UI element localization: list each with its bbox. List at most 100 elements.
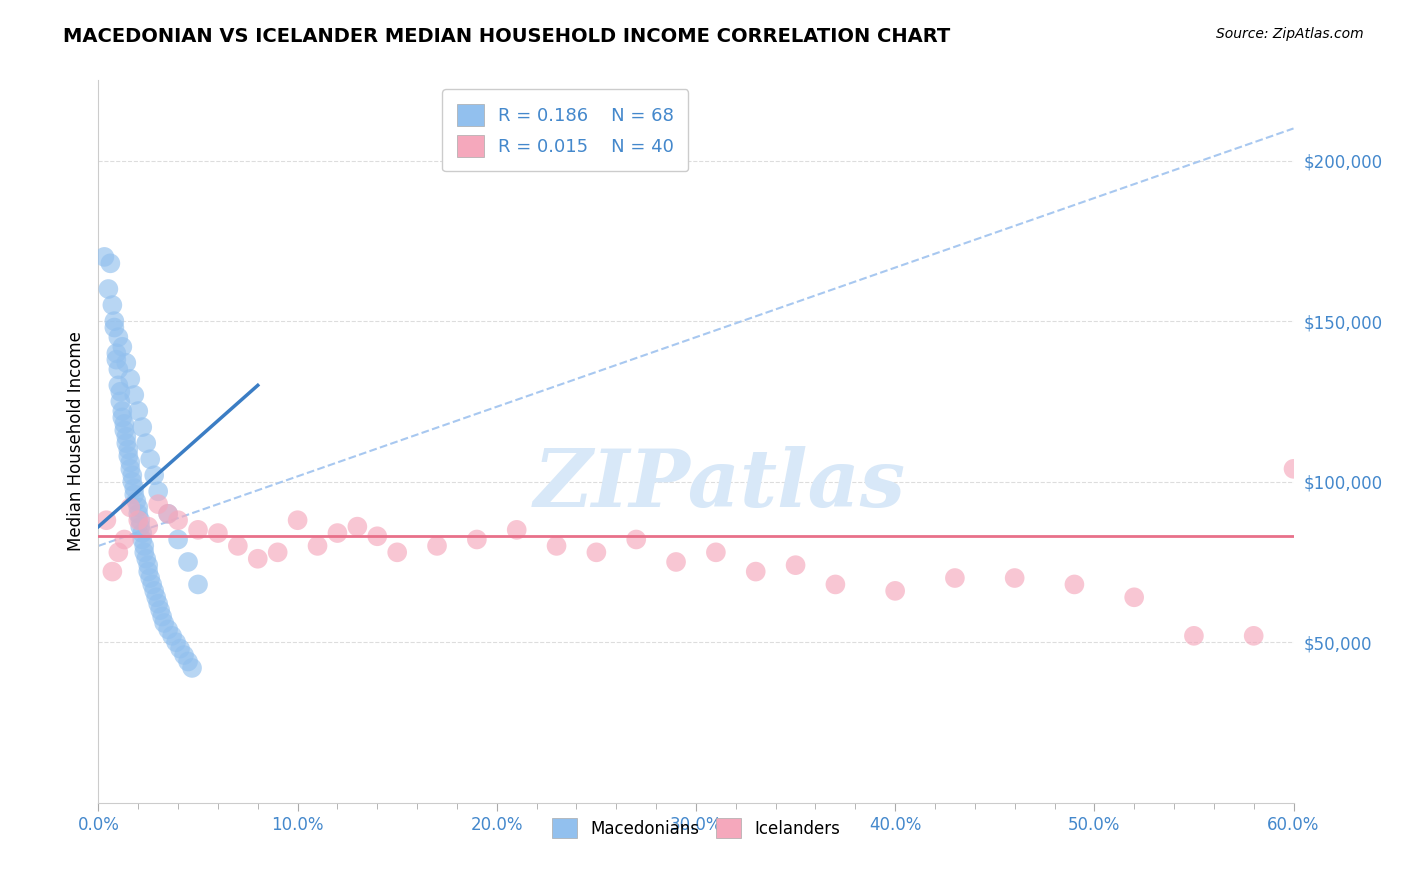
Point	[136, 565, 159, 579]
Point	[153, 615, 176, 630]
Point	[107, 362, 129, 376]
Point	[585, 545, 607, 559]
Point	[824, 577, 846, 591]
Point	[120, 500, 142, 515]
Text: MACEDONIAN VS ICELANDER MEDIAN HOUSEHOLD INCOME CORRELATION CHART: MACEDONIAN VS ICELANDER MEDIAN HOUSEHOLD…	[63, 27, 950, 45]
Point	[115, 430, 138, 444]
Text: ZIPatlas: ZIPatlas	[534, 446, 905, 524]
Point	[626, 533, 648, 547]
Point	[173, 648, 195, 662]
Point	[103, 314, 125, 328]
Point	[167, 533, 190, 547]
Point	[110, 394, 132, 409]
Point	[111, 410, 134, 425]
Point	[157, 507, 180, 521]
Point	[785, 558, 807, 573]
Point	[943, 571, 966, 585]
Y-axis label: Median Household Income: Median Household Income	[66, 332, 84, 551]
Point	[160, 629, 183, 643]
Point	[167, 513, 190, 527]
Point	[148, 597, 170, 611]
Point	[129, 513, 152, 527]
Point	[101, 298, 124, 312]
Point	[207, 526, 229, 541]
Point	[97, 282, 120, 296]
Point	[93, 250, 115, 264]
Point	[120, 372, 142, 386]
Point	[157, 623, 180, 637]
Point	[115, 436, 138, 450]
Point	[1123, 591, 1146, 605]
Point	[506, 523, 529, 537]
Point	[307, 539, 329, 553]
Point	[112, 417, 135, 431]
Point	[115, 356, 138, 370]
Point	[107, 545, 129, 559]
Point	[107, 378, 129, 392]
Point	[129, 519, 152, 533]
Point	[120, 462, 142, 476]
Point	[165, 635, 187, 649]
Point	[157, 507, 180, 521]
Point	[96, 513, 118, 527]
Point	[143, 468, 166, 483]
Point	[745, 565, 768, 579]
Point	[884, 583, 907, 598]
Point	[101, 565, 124, 579]
Point	[131, 526, 153, 541]
Text: Source: ZipAtlas.com: Source: ZipAtlas.com	[1216, 27, 1364, 41]
Point	[346, 519, 368, 533]
Point	[385, 545, 409, 559]
Point	[187, 577, 209, 591]
Point	[1243, 629, 1265, 643]
Point	[287, 513, 309, 527]
Point	[141, 577, 163, 591]
Point	[136, 519, 159, 533]
Point	[112, 423, 135, 437]
Point	[1063, 577, 1085, 591]
Point	[121, 475, 143, 489]
Point	[127, 500, 149, 515]
Point	[246, 551, 269, 566]
Point	[150, 609, 173, 624]
Point	[181, 661, 204, 675]
Point	[187, 523, 209, 537]
Point	[1004, 571, 1026, 585]
Point	[148, 497, 170, 511]
Point	[177, 655, 200, 669]
Point	[149, 603, 172, 617]
Point	[124, 481, 146, 495]
Point	[1182, 629, 1205, 643]
Point	[127, 404, 149, 418]
Point	[124, 388, 146, 402]
Point	[110, 384, 132, 399]
Point	[704, 545, 727, 559]
Point	[136, 558, 159, 573]
Point	[107, 330, 129, 344]
Point	[105, 352, 128, 367]
Point	[267, 545, 290, 559]
Point	[326, 526, 349, 541]
Point	[143, 583, 166, 598]
Point	[135, 551, 157, 566]
Point	[127, 507, 149, 521]
Legend: Macedonians, Icelanders: Macedonians, Icelanders	[546, 812, 846, 845]
Point	[148, 484, 170, 499]
Point	[139, 452, 162, 467]
Point	[124, 487, 146, 501]
Point	[120, 455, 142, 469]
Point	[131, 533, 153, 547]
Point	[134, 539, 156, 553]
Point	[1282, 462, 1305, 476]
Point	[111, 340, 134, 354]
Point	[169, 641, 191, 656]
Point	[98, 256, 122, 270]
Point	[117, 442, 139, 457]
Point	[127, 513, 149, 527]
Point	[117, 449, 139, 463]
Point	[105, 346, 128, 360]
Point	[665, 555, 688, 569]
Point	[426, 539, 449, 553]
Point	[131, 420, 153, 434]
Point	[465, 533, 488, 547]
